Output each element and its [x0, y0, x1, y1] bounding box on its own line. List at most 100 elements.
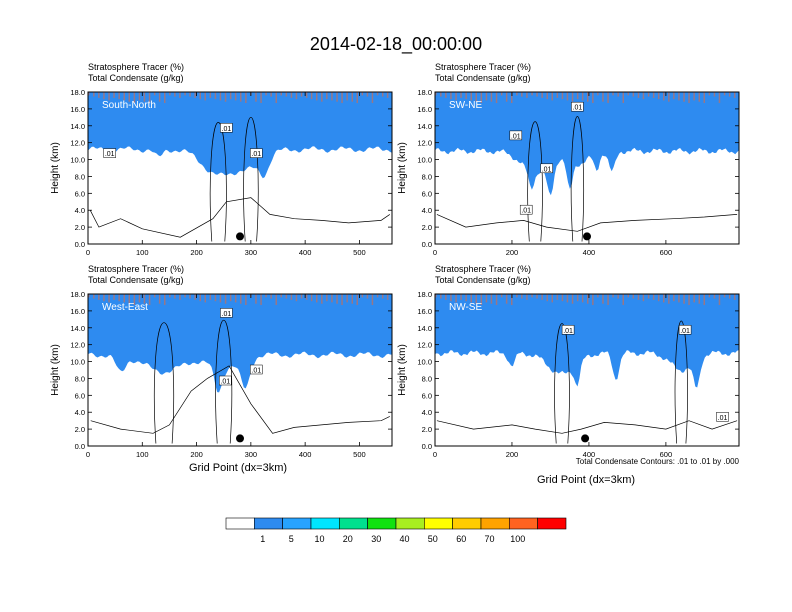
- location-marker: [583, 232, 591, 241]
- tracer-streak: [123, 294, 125, 303]
- contour-label-box: [103, 148, 116, 158]
- y-tick-label: 0.0: [75, 442, 85, 451]
- tracer-streak: [652, 294, 655, 300]
- y-tick-label: 16.0: [417, 307, 432, 316]
- location-marker: [236, 434, 244, 443]
- tracer-streak: [361, 294, 364, 298]
- tracer-streak: [381, 92, 384, 97]
- tracer-streak: [245, 92, 247, 103]
- contour-label: .01: [680, 328, 690, 335]
- location-marker: [581, 434, 590, 443]
- x-tick-label: 0: [433, 248, 437, 257]
- condensate-contour: [674, 320, 688, 444]
- tracer-streak: [592, 92, 594, 103]
- tracer-streak: [576, 92, 579, 100]
- tracer-streak: [657, 294, 660, 302]
- tracer-streak: [531, 294, 533, 298]
- tracer-streak: [285, 92, 288, 97]
- tracer-streak: [179, 294, 181, 300]
- tracer-streak: [678, 294, 680, 303]
- condensate-contour: [554, 323, 570, 444]
- tracer-streak: [607, 294, 609, 305]
- panel-1: Stratosphere Tracer (%)Total Condensate …: [50, 62, 393, 257]
- tracer-streak: [566, 92, 569, 101]
- contour-label-box: [519, 204, 533, 215]
- tracer-streak: [341, 294, 343, 305]
- tracer-streak: [316, 294, 318, 303]
- tracer-streak: [708, 92, 711, 96]
- colorbar-label: 60: [456, 534, 466, 544]
- colorbar-label: 10: [314, 534, 324, 544]
- tracer-streak: [184, 92, 186, 96]
- tracer-streak: [229, 294, 232, 302]
- x-tick-label: 100: [136, 248, 149, 257]
- colorbar-swatch: [423, 517, 453, 530]
- tracer-streak: [566, 294, 569, 303]
- tracer-streak: [371, 92, 374, 103]
- tracer-streak: [531, 92, 533, 96]
- colorbar-swatch: [225, 517, 255, 530]
- tracer-streak: [366, 92, 369, 97]
- tracer-streak: [713, 92, 716, 97]
- tracer-streak: [336, 92, 338, 102]
- tracer-streak: [103, 92, 105, 100]
- condensate-contour: [90, 365, 390, 434]
- tracer-streak: [381, 294, 384, 299]
- tracer-streak: [113, 294, 115, 300]
- colorbar-swatch: [480, 517, 510, 530]
- contour-label-box: [250, 148, 263, 158]
- tracer-streak: [551, 92, 553, 101]
- x-tick-label: 0: [86, 450, 90, 459]
- tracer-streak: [617, 294, 619, 299]
- tracer-streak: [728, 294, 731, 299]
- tracer-streak: [300, 294, 303, 299]
- tracer-streak: [455, 92, 457, 101]
- contour-label-box: [678, 325, 692, 335]
- y-tick-label: 18.0: [70, 88, 85, 97]
- tracer-streak: [189, 294, 191, 299]
- y-tick-label: 4.0: [75, 408, 85, 417]
- tracer-streak: [305, 294, 308, 300]
- tracer-streak: [688, 92, 690, 103]
- tracer-streak: [194, 294, 196, 300]
- tracer-streak: [108, 92, 110, 101]
- tracer-streak: [240, 294, 242, 304]
- tracer-streak: [607, 92, 609, 103]
- x-tick-label: 400: [583, 248, 596, 257]
- tracer-streak: [698, 92, 700, 102]
- tracer-streak: [581, 294, 584, 303]
- condensate-contour: [215, 319, 233, 444]
- tracer-streak: [668, 92, 670, 102]
- tracer-streak: [234, 92, 237, 101]
- tracer-streak: [495, 294, 498, 305]
- x-tick-label: 300: [245, 248, 258, 257]
- y-tick-label: 0.0: [422, 240, 432, 249]
- tracer-streak: [376, 294, 379, 298]
- y-tick-label: 14.0: [70, 324, 85, 333]
- tracer-streak: [184, 294, 186, 298]
- x-tick-label: 300: [245, 450, 258, 459]
- y-tick-label: 10.0: [70, 156, 85, 165]
- tracer-streak: [316, 92, 318, 101]
- colorbar-label: 30: [371, 534, 381, 544]
- tracer-streak: [708, 294, 711, 298]
- tracer-streak: [728, 92, 731, 97]
- panel-title-tracer: Stratosphere Tracer (%): [435, 62, 531, 72]
- condensate-contour: [89, 197, 390, 238]
- tracer-streak: [280, 294, 282, 298]
- y-tick-label: 10.0: [417, 156, 432, 165]
- tracer-streak: [265, 92, 267, 96]
- panel-label: West-East: [102, 302, 148, 313]
- tracer-streak: [470, 92, 472, 101]
- y-tick-label: 2.0: [422, 425, 432, 434]
- contour-label: .01: [521, 208, 531, 215]
- tracer-streak: [521, 294, 523, 299]
- tracer-streak: [219, 92, 222, 101]
- y-tick-label: 12.0: [417, 139, 432, 148]
- tracer-band-1: [435, 294, 739, 388]
- contour-label: .01: [573, 105, 583, 112]
- tracer-streak: [386, 294, 389, 300]
- contour-label-box: [250, 364, 263, 375]
- tracer-streak: [310, 294, 313, 302]
- panels: Stratosphere Tracer (%)Total Condensate …: [50, 62, 740, 459]
